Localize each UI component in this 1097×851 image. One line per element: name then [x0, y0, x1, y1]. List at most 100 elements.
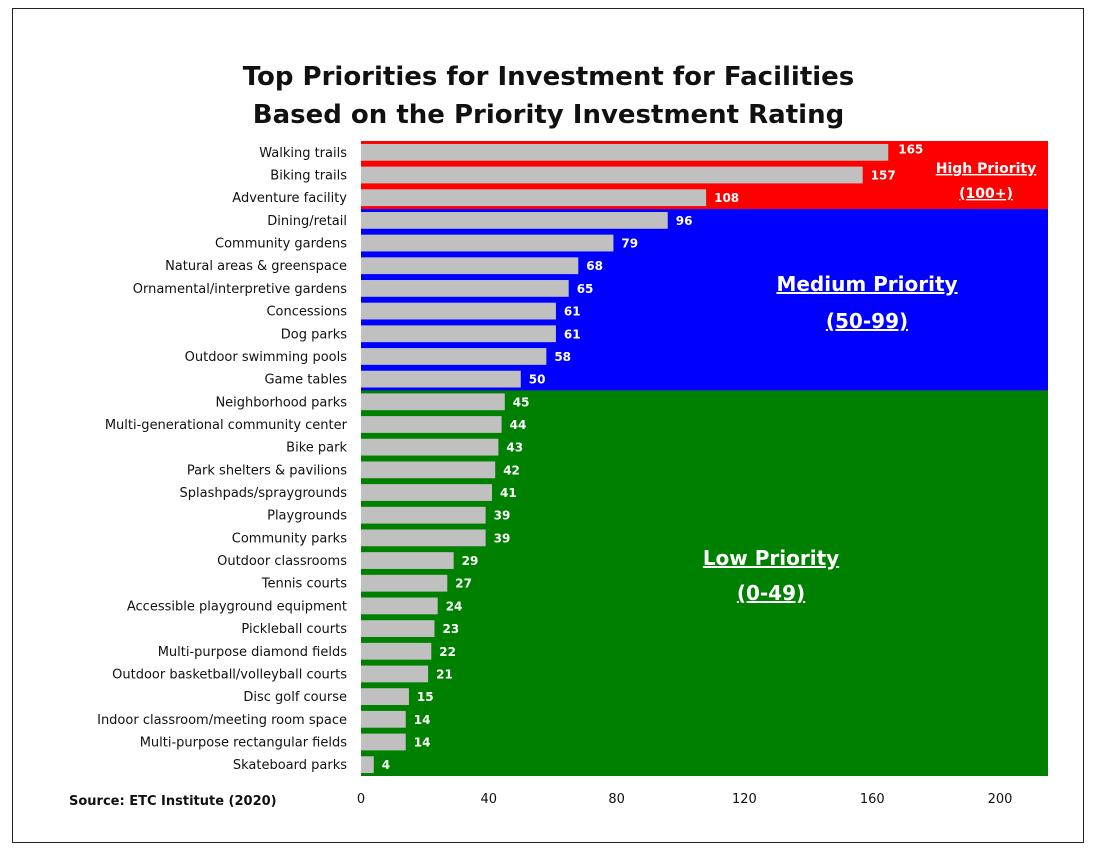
category-label-12: Multi-generational community center [105, 418, 348, 433]
bar-16 [361, 506, 486, 524]
zone-label-1-line2: (50-99) [826, 309, 908, 333]
category-label-4: Community gardens [215, 237, 347, 252]
bar-15 [361, 484, 493, 501]
value-label-14: 42 [503, 463, 520, 477]
chart-subtitle: Based on the Priority Investment Rating [252, 100, 845, 130]
value-label-9: 58 [554, 350, 571, 364]
bar-3 [361, 211, 668, 229]
bar-5 [361, 257, 579, 275]
category-label-17: Community parks [232, 531, 347, 546]
category-label-21: Pickleball courts [241, 622, 347, 637]
value-label-6: 65 [577, 282, 594, 296]
bar-2 [361, 189, 707, 207]
value-label-20: 24 [446, 599, 463, 613]
value-label-24: 15 [417, 690, 434, 704]
category-label-3: Dining/retail [267, 214, 347, 229]
bar-4 [361, 234, 614, 252]
zone-label-0-line2: (100+) [959, 186, 1013, 202]
category-label-22: Multi-purpose diamond fields [158, 645, 348, 660]
bar-20 [361, 597, 438, 615]
category-label-23: Outdoor basketball/volleyball courts [112, 667, 347, 682]
value-label-5: 68 [586, 259, 603, 273]
value-label-21: 23 [442, 622, 459, 636]
category-label-0: Walking trails [259, 146, 347, 161]
x-tick-label-1: 40 [481, 792, 498, 807]
category-label-5: Natural areas & greenspace [165, 259, 347, 274]
value-label-7: 61 [564, 305, 581, 319]
zone-label-1-line1: Medium Priority [776, 272, 957, 296]
value-label-8: 61 [564, 327, 581, 341]
chart-title: Top Priorities for Investment for Facili… [242, 62, 855, 92]
bar-13 [361, 438, 499, 456]
category-label-27: Skateboard parks [233, 758, 347, 773]
category-label-19: Tennis courts [261, 577, 348, 592]
bar-21 [361, 620, 435, 637]
category-label-8: Dog parks [281, 327, 347, 342]
bar-25 [361, 710, 406, 728]
value-label-0: 165 [898, 142, 923, 156]
bar-19 [361, 574, 448, 592]
value-label-11: 45 [513, 395, 530, 409]
category-label-25: Indoor classroom/meeting room space [97, 713, 347, 728]
value-label-25: 14 [414, 713, 431, 727]
bar-14 [361, 461, 496, 479]
value-label-1: 157 [871, 169, 896, 183]
value-label-13: 43 [506, 441, 523, 455]
zone-label-2-line1: Low Priority [703, 546, 839, 570]
value-label-27: 4 [382, 758, 390, 772]
category-label-1: Biking trails [270, 169, 347, 184]
bar-26 [361, 733, 406, 751]
x-tick-label-5: 200 [988, 792, 1013, 807]
x-tick-label-2: 80 [608, 792, 625, 807]
value-label-12: 44 [510, 418, 527, 432]
category-label-10: Game tables [264, 373, 347, 388]
bar-12 [361, 416, 502, 433]
zone-label-0-line1: High Priority [936, 161, 1036, 177]
bar-22 [361, 642, 432, 660]
category-label-16: Playgrounds [267, 509, 347, 524]
value-label-15: 41 [500, 486, 517, 500]
category-label-9: Outdoor swimming pools [185, 350, 348, 365]
x-tick-label-3: 120 [732, 792, 757, 807]
bar-6 [361, 280, 569, 297]
bar-0 [361, 143, 889, 161]
value-label-23: 21 [436, 667, 453, 681]
value-label-3: 96 [676, 214, 693, 228]
category-label-11: Neighborhood parks [215, 395, 347, 410]
bar-23 [361, 665, 429, 683]
value-label-18: 29 [462, 554, 479, 568]
category-label-7: Concessions [266, 305, 347, 320]
value-label-10: 50 [529, 373, 546, 387]
value-label-2: 108 [714, 191, 739, 205]
bar-18 [361, 552, 454, 569]
category-label-2: Adventure facility [232, 191, 347, 206]
bar-17 [361, 529, 486, 547]
bar-8 [361, 325, 556, 343]
category-label-13: Bike park [286, 441, 347, 456]
bar-7 [361, 302, 556, 320]
category-label-24: Disc golf course [243, 690, 347, 705]
category-label-20: Accessible playground equipment [127, 599, 347, 614]
value-label-22: 22 [439, 645, 456, 659]
value-label-17: 39 [494, 531, 511, 545]
value-label-16: 39 [494, 509, 511, 523]
zone-label-2-line2: (0-49) [737, 581, 805, 605]
x-tick-label-4: 160 [860, 792, 885, 807]
value-label-19: 27 [455, 577, 472, 591]
bar-11 [361, 393, 505, 411]
category-label-18: Outdoor classrooms [217, 554, 347, 569]
category-label-15: Splashpads/spraygrounds [179, 486, 347, 501]
value-label-4: 79 [621, 237, 638, 251]
bar-1 [361, 166, 863, 184]
source-note: Source: ETC Institute (2020) [69, 794, 277, 809]
bar-9 [361, 348, 547, 365]
category-label-6: Ornamental/interpretive gardens [133, 282, 347, 297]
bar-27 [361, 756, 374, 774]
bar-24 [361, 688, 409, 706]
category-label-26: Multi-purpose rectangular fields [140, 735, 348, 750]
category-label-14: Park shelters & pavilions [187, 463, 347, 478]
value-label-26: 14 [414, 735, 431, 749]
bar-10 [361, 370, 521, 388]
x-tick-label-0: 0 [357, 792, 365, 807]
